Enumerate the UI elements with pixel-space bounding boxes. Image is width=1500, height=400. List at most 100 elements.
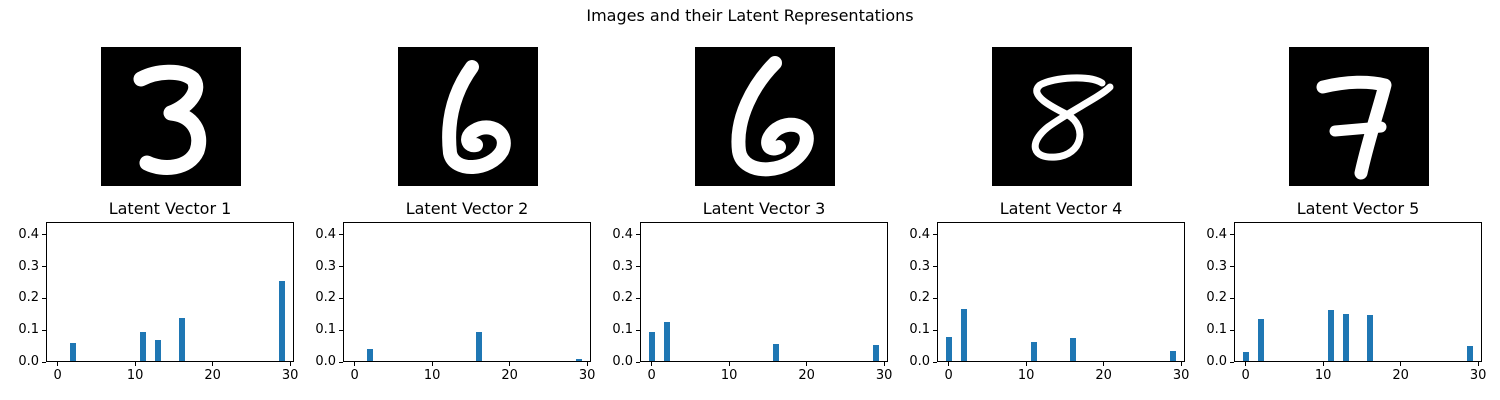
y-tick xyxy=(339,266,343,268)
y-tick xyxy=(42,361,46,363)
bar xyxy=(139,331,146,361)
y-tick xyxy=(636,297,640,299)
y-tick xyxy=(42,266,46,268)
x-tick-label: 0 xyxy=(53,368,62,383)
digit-image-3 xyxy=(695,47,835,186)
x-tick xyxy=(651,362,653,366)
x-tick xyxy=(806,362,808,366)
digit-7-icon xyxy=(1316,75,1392,180)
digit-3-icon xyxy=(133,64,207,175)
bar-plot-2 xyxy=(343,222,591,362)
y-tick-label: 0.3 xyxy=(909,258,930,274)
bar xyxy=(1170,351,1177,361)
y-tick-label: 0.1 xyxy=(612,322,633,338)
x-tick-label: 10 xyxy=(1314,368,1332,383)
digit-6-icon xyxy=(731,56,814,177)
bar xyxy=(873,344,880,361)
x-tick-label: 30 xyxy=(281,368,299,383)
y-tick-label: 0.1 xyxy=(18,322,39,338)
x-tick-label: 20 xyxy=(501,368,518,383)
x-tick xyxy=(1477,362,1479,366)
bar xyxy=(664,322,671,361)
y-tick-label: 0.4 xyxy=(315,226,336,242)
chart-title: Latent Vector 4 xyxy=(999,199,1123,218)
chart-title: Latent Vector 3 xyxy=(702,199,826,218)
x-tick-label: 20 xyxy=(1095,368,1112,383)
bar xyxy=(475,332,482,361)
y-tick xyxy=(42,329,46,331)
x-tick xyxy=(586,362,588,366)
y-tick-label: 0.0 xyxy=(909,354,930,369)
x-tick xyxy=(948,362,950,366)
x-tick-label: 10 xyxy=(720,368,738,383)
bar-plot-4 xyxy=(937,222,1185,362)
x-tick-label: 30 xyxy=(1469,368,1487,383)
y-tick xyxy=(42,297,46,299)
y-tick xyxy=(339,361,343,363)
y-tick-label: 0.0 xyxy=(315,354,336,369)
bar xyxy=(648,332,655,361)
x-tick xyxy=(431,362,433,366)
x-tick xyxy=(354,362,356,366)
y-tick-label: 0.3 xyxy=(18,258,39,274)
x-tick xyxy=(1400,362,1402,366)
x-tick xyxy=(212,362,214,366)
bar xyxy=(1069,337,1076,361)
y-tick-label: 0.4 xyxy=(18,226,39,242)
x-tick-label: 30 xyxy=(1172,368,1190,383)
y-tick xyxy=(42,234,46,236)
bar xyxy=(1343,314,1350,361)
x-tick-label: 0 xyxy=(1241,368,1250,383)
digit-image-5 xyxy=(1289,47,1429,186)
y-tick-label: 0.4 xyxy=(612,226,633,242)
y-tick xyxy=(1230,297,1234,299)
y-tick xyxy=(636,266,640,268)
y-tick-label: 0.2 xyxy=(1206,290,1227,306)
x-tick xyxy=(1245,362,1247,366)
y-tick-label: 0.2 xyxy=(18,290,39,306)
y-tick-label: 0.3 xyxy=(1206,258,1227,274)
bar xyxy=(1030,342,1037,361)
bar xyxy=(772,343,779,361)
y-tick xyxy=(1230,266,1234,268)
bar-plot-5 xyxy=(1234,222,1482,362)
y-tick xyxy=(933,361,937,363)
x-tick xyxy=(728,362,730,366)
bar xyxy=(155,339,162,361)
bar xyxy=(70,342,77,361)
y-tick-label: 0.1 xyxy=(315,322,336,338)
x-tick-label: 10 xyxy=(423,368,441,383)
bar xyxy=(178,318,185,361)
chart-title: Latent Vector 1 xyxy=(108,199,232,218)
y-tick-label: 0.0 xyxy=(612,354,633,369)
digit-image-1 xyxy=(101,47,241,186)
y-tick-label: 0.2 xyxy=(612,290,633,306)
y-tick xyxy=(1230,234,1234,236)
digit-8-icon xyxy=(1031,74,1114,161)
y-tick xyxy=(1230,329,1234,331)
x-tick xyxy=(57,362,59,366)
y-tick xyxy=(339,234,343,236)
y-tick-label: 0.0 xyxy=(18,354,39,369)
x-tick-label: 0 xyxy=(647,368,656,383)
x-tick-label: 20 xyxy=(798,368,815,383)
y-tick xyxy=(636,234,640,236)
bar xyxy=(279,280,286,361)
x-tick xyxy=(134,362,136,366)
x-tick xyxy=(883,362,885,366)
x-tick-label: 30 xyxy=(875,368,893,383)
digit-6-icon xyxy=(442,60,511,174)
bar xyxy=(1366,314,1373,361)
chart-title: Latent Vector 2 xyxy=(405,199,529,218)
digit-image-2 xyxy=(398,47,538,186)
x-tick xyxy=(509,362,511,366)
bar xyxy=(1258,319,1265,361)
x-tick xyxy=(289,362,291,366)
bar-plot-1 xyxy=(46,222,294,362)
bar xyxy=(1467,346,1474,361)
bar xyxy=(576,359,583,361)
y-tick xyxy=(933,234,937,236)
bar xyxy=(1242,351,1249,361)
y-tick-label: 0.1 xyxy=(1206,322,1227,338)
figure-title: Images and their Latent Representations xyxy=(586,6,914,25)
